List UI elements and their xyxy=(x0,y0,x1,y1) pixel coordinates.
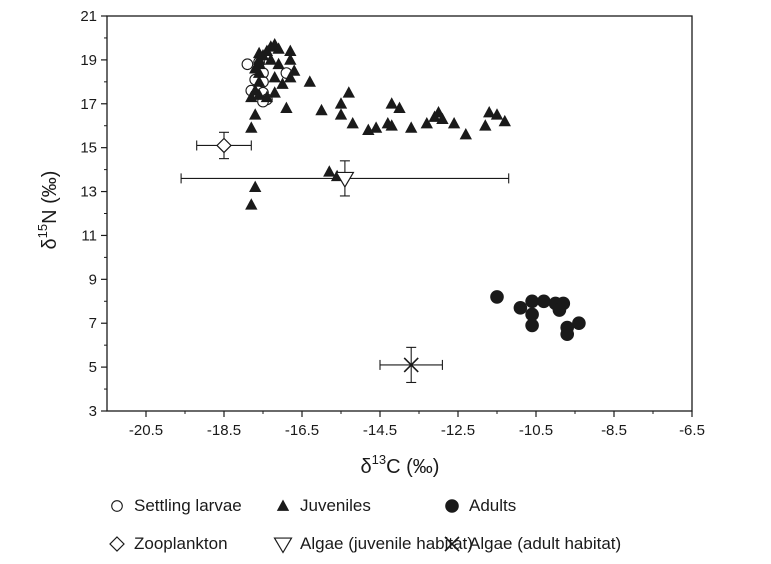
point-juveniles xyxy=(479,119,492,131)
point-juveniles xyxy=(490,108,504,120)
legend-marker-algae-juvenile-habitat xyxy=(273,537,293,554)
point-juveniles xyxy=(459,128,472,140)
point-juveniles xyxy=(252,46,266,59)
x-tick-label: -6.5 xyxy=(679,422,705,439)
point-juveniles xyxy=(385,119,398,131)
legend-label-zooplankton: Zooplankton xyxy=(134,534,228,553)
legend-label-settling-larvae: Settling larvae xyxy=(134,496,242,515)
y-tick-label: 3 xyxy=(89,403,97,420)
point-juveniles xyxy=(268,70,281,83)
point-juveniles xyxy=(303,75,316,87)
legend-label-algae-adult-habitat: Algae (adult habitat) xyxy=(469,534,621,553)
legend-marker-juveniles xyxy=(276,499,290,511)
y-tick-label: 15 xyxy=(80,140,97,157)
point-adults xyxy=(513,301,528,315)
point-zooplankton xyxy=(216,137,232,154)
legend-item-settling-larvae: Settling larvae xyxy=(111,496,242,515)
y-tick-label: 9 xyxy=(89,271,97,288)
point-juveniles xyxy=(268,86,281,98)
point-juveniles xyxy=(276,77,289,89)
point-juveniles xyxy=(405,121,418,133)
point-juveniles xyxy=(252,75,266,87)
point-juveniles xyxy=(447,117,461,129)
legend-marker-adults xyxy=(445,499,459,513)
legend-item-adults: Adults xyxy=(445,496,516,515)
point-adults xyxy=(525,294,539,309)
point-juveniles xyxy=(315,103,328,116)
legend-item-algae-juvenile-habitat: Algae (juvenile habitat) xyxy=(273,534,473,554)
point-juveniles xyxy=(260,90,274,103)
y-tick-label: 17 xyxy=(80,96,97,113)
point-juveniles xyxy=(284,53,297,65)
legend-marker-settling-larvae xyxy=(111,500,123,512)
point-juveniles xyxy=(288,64,301,76)
y-tick-label: 7 xyxy=(89,315,97,332)
legend-item-zooplankton: Zooplankton xyxy=(109,534,228,553)
point-adults xyxy=(560,327,574,341)
legend-label-juveniles: Juveniles xyxy=(300,496,371,515)
point-juveniles xyxy=(280,101,293,114)
x-tick-label: -8.5 xyxy=(601,422,627,439)
x-tick-label: -10.5 xyxy=(519,422,553,439)
point-juveniles xyxy=(284,70,297,83)
point-juveniles xyxy=(249,108,262,120)
point-adults xyxy=(572,316,586,331)
point-juveniles xyxy=(346,117,359,129)
y-tick-label: 13 xyxy=(80,184,97,201)
point-juveniles xyxy=(334,97,348,109)
point-juveniles xyxy=(249,84,262,96)
y-tick-label: 19 xyxy=(80,52,97,69)
point-juveniles xyxy=(272,42,285,54)
y-tick-label: 21 xyxy=(80,8,97,25)
point-algae-juvenile-habitat xyxy=(335,171,355,189)
point-adults xyxy=(525,318,539,333)
legend-label-adults: Adults xyxy=(469,496,516,515)
legend: Settling larvae Juveniles Adults Zooplankto… xyxy=(109,496,621,554)
point-juveniles xyxy=(393,101,406,114)
x-tick-label: -16.5 xyxy=(285,422,319,439)
x-tick-label: -12.5 xyxy=(441,422,475,439)
legend-label-algae-juvenile-habitat: Algae (juvenile habitat) xyxy=(300,534,473,553)
point-adults xyxy=(490,290,504,304)
point-adults xyxy=(525,307,539,322)
y-tick-label: 5 xyxy=(89,359,97,376)
point-juveniles xyxy=(245,121,258,133)
x-tick-label: -20.5 xyxy=(129,422,163,439)
legend-item-juveniles: Juveniles xyxy=(276,496,371,515)
point-juveniles xyxy=(272,57,285,70)
point-juveniles xyxy=(483,106,496,118)
point-juveniles xyxy=(369,121,383,133)
y-axis-title: δ15N (‰) xyxy=(35,171,61,250)
point-adults xyxy=(537,294,551,309)
x-axis-title: δ13C (‰) xyxy=(361,452,440,478)
x-tick-label: -14.5 xyxy=(363,422,397,439)
legend-item-algae-adult-habitat: Algae (adult habitat) xyxy=(444,534,621,553)
point-juveniles xyxy=(249,180,262,193)
y-tick-label: 11 xyxy=(81,227,97,244)
point-settling-larvae xyxy=(241,58,254,71)
point-juveniles xyxy=(385,97,398,109)
point-juveniles xyxy=(284,44,297,56)
legend-marker-algae-adult-habitat xyxy=(444,536,460,552)
point-adults xyxy=(552,303,567,317)
point-juveniles xyxy=(342,86,355,98)
point-juveniles xyxy=(420,117,433,129)
point-juveniles xyxy=(334,108,348,120)
x-tick-label: -18.5 xyxy=(207,422,241,439)
legend-marker-zooplankton xyxy=(109,536,125,552)
point-juveniles xyxy=(264,53,277,65)
point-algae-adult-habitat xyxy=(403,357,419,373)
point-juveniles xyxy=(436,112,449,125)
plot-frame xyxy=(106,15,693,412)
point-juveniles xyxy=(323,165,336,177)
point-juveniles xyxy=(498,114,511,127)
point-juveniles xyxy=(245,198,258,210)
